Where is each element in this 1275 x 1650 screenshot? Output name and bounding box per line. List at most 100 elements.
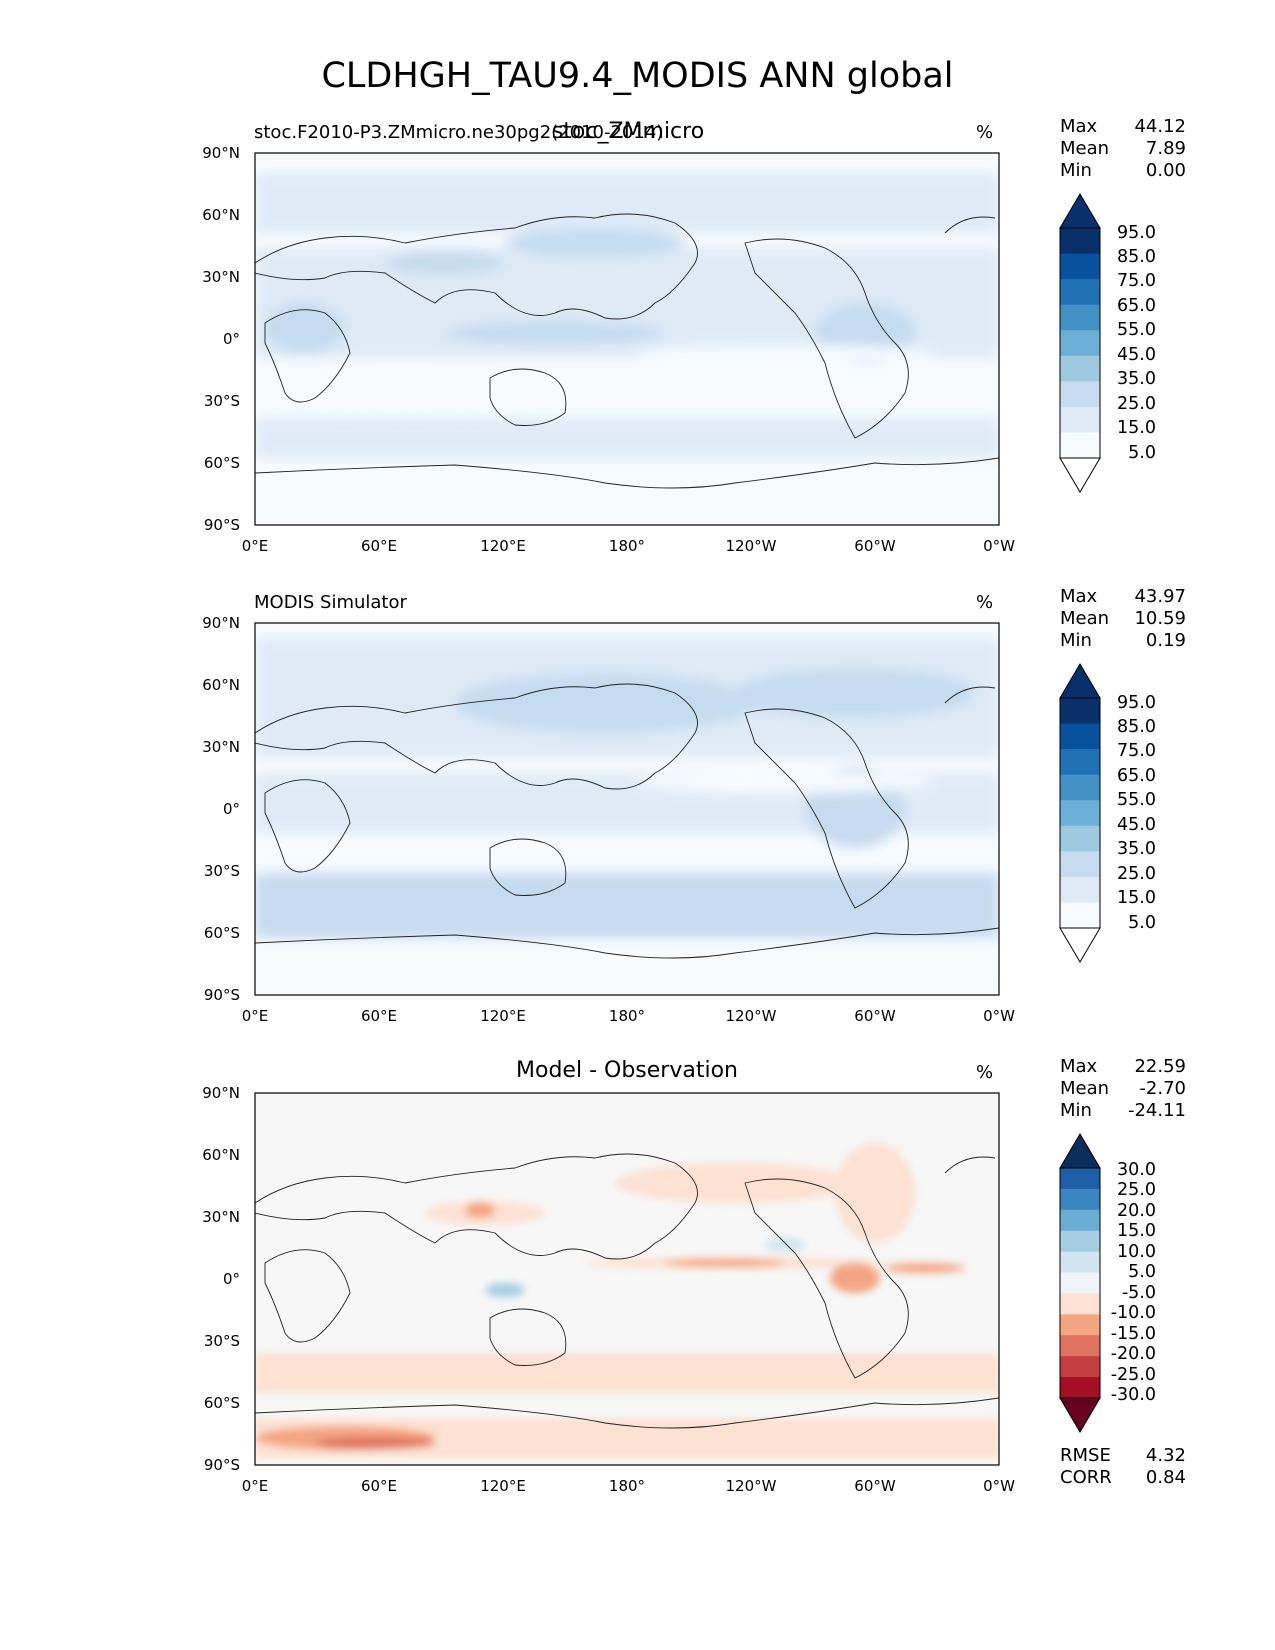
panel-3-stat-min: -24.11 xyxy=(1127,1100,1186,1121)
panel-2-ytick: 60°N xyxy=(202,676,240,694)
panel-1-cbar-label: 85.0 xyxy=(1117,247,1156,267)
colorbar-extend-top xyxy=(1059,193,1101,229)
panel-3-cbar-label: -10.0 xyxy=(1110,1303,1156,1323)
panel-2-cbar-label: 75.0 xyxy=(1117,741,1156,761)
colorbar-segment xyxy=(1060,723,1100,750)
panel-2-cbar-label: 45.0 xyxy=(1117,815,1156,835)
panel-1-cbar-label: 35.0 xyxy=(1117,369,1156,389)
panel-3-cbar-label: -20.0 xyxy=(1110,1344,1156,1364)
panel-1-cbar-label: 95.0 xyxy=(1117,223,1156,243)
panel-3-xtick: 120°W xyxy=(725,1477,777,1495)
panel-2-xtick: 0°E xyxy=(241,1007,269,1025)
panel-1-cbar-label: 45.0 xyxy=(1117,345,1156,365)
panel-2-xtick: 60°E xyxy=(360,1007,398,1025)
panel-3-ytick: 60°N xyxy=(202,1146,240,1164)
panel-3-stat-min-label: Min xyxy=(1060,1100,1092,1121)
colorbar-segment xyxy=(1060,330,1100,357)
panel-3-cbar-label: 25.0 xyxy=(1117,1180,1156,1200)
colorbar-segment xyxy=(1060,1168,1100,1190)
panel-1-ytick: 30°N xyxy=(202,268,240,286)
panel-2-xtick: 120°W xyxy=(725,1007,777,1025)
panel-1-xtick: 0°W xyxy=(983,537,1015,555)
panel-3-units: % xyxy=(976,1062,994,1083)
panel-2-title-left: MODIS Simulator xyxy=(254,592,407,613)
panel-2-cbar-label: 95.0 xyxy=(1117,693,1156,713)
colorbar-segment xyxy=(1060,698,1100,725)
panel-2-map xyxy=(254,622,1000,996)
panel-1-ytick: 0° xyxy=(222,330,240,348)
panel-3-cbar-label: 30.0 xyxy=(1117,1160,1156,1180)
panel-3-xtick: 60°E xyxy=(360,1477,398,1495)
panel-2-xtick: 120°E xyxy=(480,1007,526,1025)
panel-1-cbar-label: 25.0 xyxy=(1117,394,1156,414)
colorbar-segment xyxy=(1060,228,1100,255)
colorbar-extend-bottom xyxy=(1059,1397,1101,1433)
panel-3-cbar-label: 20.0 xyxy=(1117,1201,1156,1221)
panel-3-map xyxy=(254,1092,1000,1466)
panel-1-stat-max-label: Max xyxy=(1060,116,1098,137)
panel-1-stat-min: 0.00 xyxy=(1145,160,1186,181)
panel-1-colorbar xyxy=(1059,193,1101,493)
colorbar-segment xyxy=(1060,774,1100,801)
colorbar-outline xyxy=(1059,1167,1101,1399)
panel-1-xtick: 120°W xyxy=(725,537,777,555)
panel-3-rmse-label: RMSE xyxy=(1060,1445,1111,1466)
panel-2-ytick: 90°N xyxy=(202,614,240,632)
panel-2-stat-min-label: Min xyxy=(1060,630,1092,651)
colorbar-extend-top xyxy=(1059,663,1101,699)
panel-2-xtick: 0°W xyxy=(983,1007,1015,1025)
panel-1-ytick: 90°S xyxy=(203,516,240,534)
figure-title: CLDHGH_TAU9.4_MODIS ANN global xyxy=(321,56,954,96)
colorbar-segment xyxy=(1060,876,1100,903)
panel-1-ytick: 60°N xyxy=(202,206,240,224)
panel-1-xtick: 60°E xyxy=(360,537,398,555)
panel-3-stat-mean: -2.70 xyxy=(1139,1078,1186,1099)
panel-3-stat-max-label: Max xyxy=(1060,1056,1098,1077)
panel-2-ytick: 60°S xyxy=(203,924,240,942)
panel-3-cbar-label: -30.0 xyxy=(1110,1385,1156,1405)
colorbar-extend-bottom xyxy=(1059,927,1101,963)
colorbar-segment xyxy=(1060,1209,1100,1232)
colorbar-segment xyxy=(1060,1335,1100,1357)
colorbar-extend-bottom xyxy=(1059,457,1101,493)
colorbar-extend-top xyxy=(1059,1133,1101,1169)
panel-1-ytick: 60°S xyxy=(203,454,240,472)
panel-2-stat-max: 43.97 xyxy=(1134,586,1186,607)
panel-1-units: % xyxy=(976,122,994,143)
panel-3-ytick: 0° xyxy=(222,1270,240,1288)
panel-3-cbar-label: -25.0 xyxy=(1110,1365,1156,1385)
panel-1-title-center: stoc_ZMmicro xyxy=(551,119,705,144)
panel-3-ytick: 90°S xyxy=(203,1456,240,1474)
panel-2-stat-max-label: Max xyxy=(1060,586,1098,607)
panel-2-ytick: 30°N xyxy=(202,738,240,756)
panel-3-corr-label: CORR xyxy=(1060,1467,1112,1488)
panel-1-xtick: 180° xyxy=(608,537,646,555)
colorbar-segment xyxy=(1060,381,1100,408)
panel-3-ytick: 30°S xyxy=(203,1332,240,1350)
panel-2-cbar-label: 15.0 xyxy=(1117,888,1156,908)
colorbar-segment xyxy=(1060,902,1100,929)
panel-1-ytick: 30°S xyxy=(203,392,240,410)
colorbar-segment xyxy=(1060,1377,1100,1399)
panel-3-rmse-value: 4.32 xyxy=(1145,1445,1186,1466)
panel-1-stat-mean: 7.89 xyxy=(1145,138,1186,159)
colorbar-segment xyxy=(1060,1230,1100,1253)
panel-1-cbar-label: 75.0 xyxy=(1117,271,1156,291)
colorbar-segment xyxy=(1060,1188,1100,1211)
panel-1-cbar-label: 65.0 xyxy=(1117,296,1156,316)
colorbar-segment xyxy=(1060,1251,1100,1274)
panel-2-ytick: 0° xyxy=(222,800,240,818)
panel-1-ytick: 90°N xyxy=(202,144,240,162)
panel-1-cbar-label: 5.0 xyxy=(1128,443,1156,463)
panel-3-corr-value: 0.84 xyxy=(1145,1467,1186,1488)
colorbar-segment xyxy=(1060,800,1100,827)
panel-2-xtick: 180° xyxy=(608,1007,646,1025)
panel-3-xtick: 180° xyxy=(608,1477,646,1495)
panel-3-cbar-label: 5.0 xyxy=(1128,1262,1156,1282)
panel-3-ytick: 30°N xyxy=(202,1208,240,1226)
panel-2-stat-mean: 10.59 xyxy=(1134,608,1186,629)
panel-3-xtick: 0°W xyxy=(983,1477,1015,1495)
panel-1-stat-min-label: Min xyxy=(1060,160,1092,181)
panel-1-cbar-label: 15.0 xyxy=(1117,418,1156,438)
panel-1-xtick: 120°E xyxy=(480,537,526,555)
